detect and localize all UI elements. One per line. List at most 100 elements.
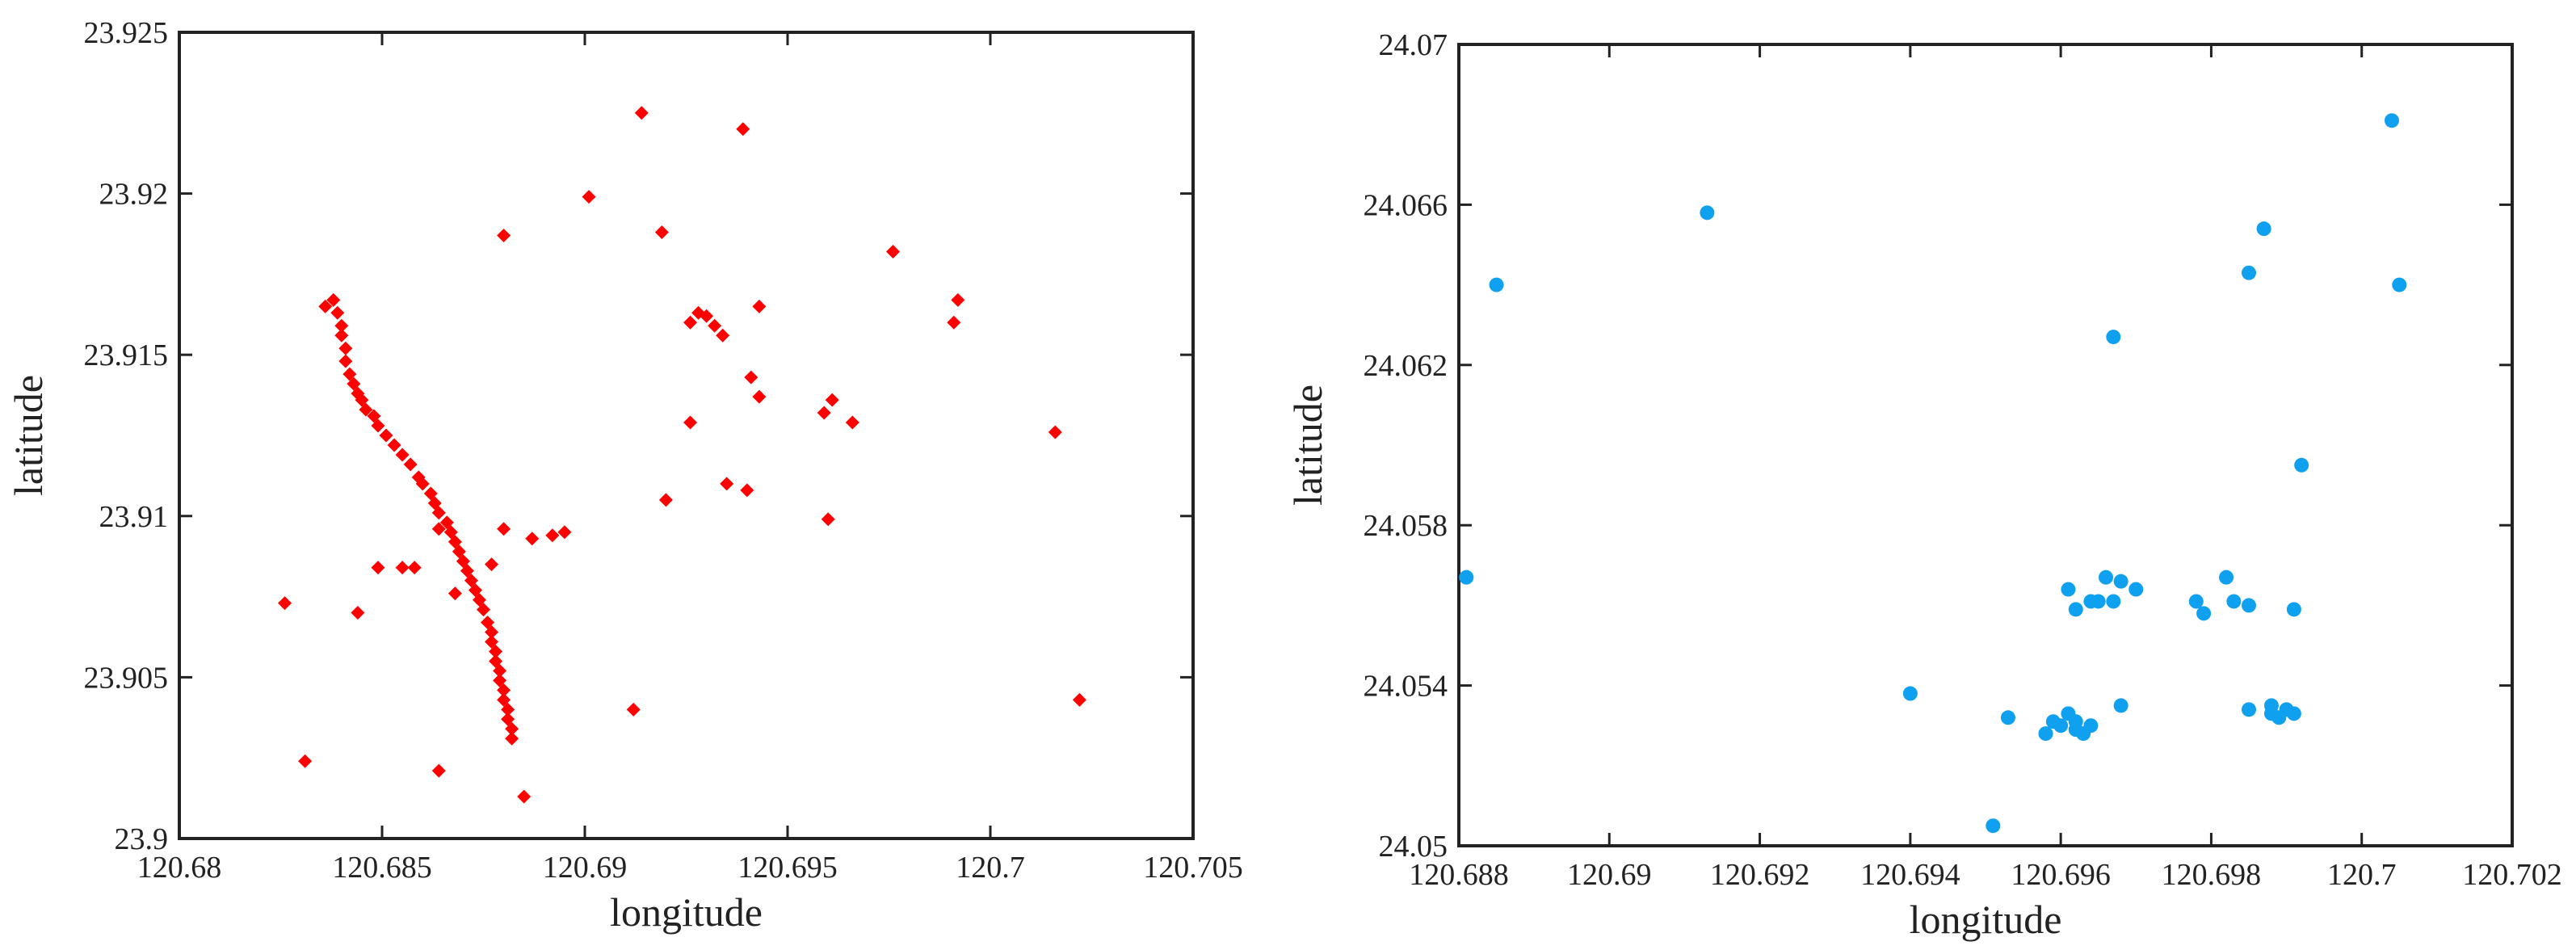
data-point — [2196, 606, 2212, 621]
data-point — [736, 122, 750, 137]
data-point — [334, 318, 349, 333]
data-point — [2099, 570, 2114, 585]
data-point — [2242, 265, 2256, 280]
data-point — [825, 393, 839, 407]
data-point — [1489, 277, 1504, 292]
data-point — [278, 596, 292, 611]
y-tick-label: 23.905 — [84, 661, 169, 695]
x-tick-label: 120.702 — [2462, 858, 2562, 892]
data-point — [330, 305, 345, 320]
x-tick-label: 120.698 — [2162, 858, 2262, 892]
data-point — [2113, 698, 2128, 713]
data-point — [720, 477, 734, 491]
data-point — [517, 789, 532, 804]
data-point — [395, 561, 410, 575]
x-tick-label: 120.696 — [2011, 858, 2111, 892]
data-point — [415, 477, 430, 491]
data-point — [493, 663, 507, 678]
data-point — [395, 448, 410, 462]
data-point — [654, 225, 669, 240]
data-point — [2083, 718, 2099, 734]
data-point — [683, 415, 698, 430]
data-point — [485, 557, 499, 572]
y-tick-label: 24.05 — [1379, 830, 1448, 864]
data-point — [359, 402, 373, 417]
right-scatter-panel: 120.688 120.69 120.692 120.694 120.696 120.69… — [1285, 28, 2562, 942]
data-point — [634, 106, 649, 120]
data-point — [2294, 457, 2309, 473]
data-point — [886, 244, 901, 259]
data-point — [525, 532, 540, 546]
data-point — [387, 438, 401, 452]
data-point — [947, 315, 961, 330]
y-tick-label: 23.925 — [84, 16, 169, 50]
data-point — [1048, 425, 1062, 439]
y-tick-label: 23.9 — [115, 822, 169, 856]
data-point — [700, 309, 714, 323]
y-axis-label: latitude — [1285, 385, 1330, 506]
y-tick-label: 24.066 — [1364, 188, 1448, 222]
data-point — [501, 702, 515, 717]
data-point — [1072, 692, 1086, 707]
x-axis-label: longitude — [610, 889, 763, 935]
data-point — [1459, 570, 1474, 585]
data-point — [582, 190, 596, 204]
data-point — [379, 428, 393, 443]
data-point — [2286, 706, 2301, 721]
data-point — [448, 586, 462, 601]
data-point — [489, 644, 503, 658]
data-point — [431, 763, 446, 778]
left-scatter-panel: 120.68 120.685 120.69 120.695 120.7 120.705 23… — [6, 16, 1243, 935]
x-tick-label: 120.685 — [332, 851, 432, 885]
data-point — [821, 512, 835, 527]
data-point — [497, 228, 511, 242]
data-point — [557, 525, 572, 540]
data-point — [545, 528, 560, 543]
data-point — [338, 341, 353, 355]
data-point — [371, 418, 385, 433]
x-tick-label: 120.7 — [956, 851, 1025, 885]
data-point — [716, 328, 730, 343]
x-axis-label: longitude — [1910, 897, 2062, 942]
data-point — [2061, 582, 2076, 597]
plot-frame — [178, 31, 1195, 840]
data-point — [2038, 726, 2053, 742]
data-point — [951, 292, 965, 307]
x-tick-label: 120.68 — [137, 851, 222, 885]
data-point — [431, 506, 446, 520]
data-point — [2286, 602, 2301, 617]
data-point — [752, 299, 767, 313]
data-point — [1986, 818, 2001, 834]
x-tick-label: 120.692 — [1710, 858, 1810, 892]
x-tick-label: 120.7 — [2327, 858, 2397, 892]
data-point — [2091, 594, 2106, 609]
data-point — [497, 522, 511, 536]
data-point — [2392, 277, 2407, 292]
data-point — [683, 315, 698, 330]
x-tick-label: 120.695 — [738, 851, 838, 885]
y-tick-label: 24.058 — [1364, 509, 1448, 543]
x-tick-label: 120.69 — [1567, 858, 1652, 892]
data-point — [2113, 574, 2128, 589]
data-point — [318, 299, 333, 313]
data-point — [485, 625, 499, 640]
data-point — [2068, 602, 2083, 617]
data-point — [431, 522, 446, 536]
data-point — [371, 561, 385, 575]
data-point — [2106, 594, 2121, 609]
data-point — [2053, 718, 2069, 734]
data-point — [2226, 594, 2242, 609]
x-tick-label: 120.69 — [543, 851, 628, 885]
y-tick-label: 23.92 — [99, 178, 169, 212]
data-point — [505, 731, 519, 746]
data-point — [1902, 686, 1918, 701]
data-point — [338, 354, 353, 368]
data-point — [334, 328, 349, 343]
data-point — [407, 561, 422, 575]
data-point — [2000, 710, 2015, 725]
data-point — [2384, 113, 2399, 128]
y-tick-label: 23.915 — [84, 338, 169, 372]
data-point — [658, 493, 673, 507]
data-point — [626, 702, 641, 717]
data-point — [477, 603, 490, 617]
